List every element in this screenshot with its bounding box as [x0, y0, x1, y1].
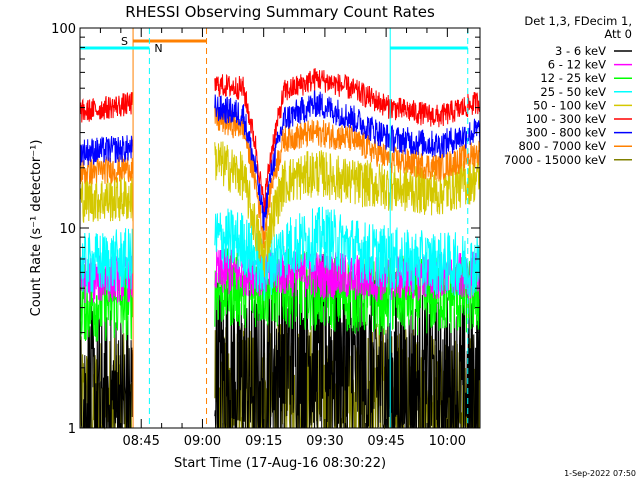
chart-title: RHESSI Observing Summary Count Rates — [125, 3, 435, 21]
y-tick-label: 10 — [59, 222, 76, 237]
y-tick-label: 1 — [68, 422, 76, 437]
annotation-label: S — [121, 35, 128, 48]
legend-header: Att 0 — [604, 27, 632, 41]
y-tick-label: 100 — [51, 22, 76, 37]
x-tick-label: 08:45 — [122, 434, 159, 449]
legend-item: 50 - 100 keV — [533, 98, 632, 112]
annotation-night-2 — [389, 28, 469, 428]
x-tick-label: 10:00 — [429, 434, 466, 449]
y-axis-label: Count Rate (s⁻¹ detector⁻¹) — [29, 140, 44, 317]
series-line — [79, 135, 134, 166]
legend-item: 7000 - 15000 keV — [504, 153, 632, 167]
x-tick-label: 09:30 — [306, 434, 343, 449]
legend-label: 12 - 25 keV — [540, 71, 606, 85]
plot-area: SN — [79, 28, 481, 430]
legend-item: 3 - 6 keV — [555, 44, 632, 58]
legend-label: 800 - 7000 keV — [518, 139, 606, 153]
legend-item: 800 - 7000 keV — [518, 139, 632, 153]
series-4 — [79, 141, 481, 278]
x-tick-label: 09:15 — [245, 434, 282, 449]
series-line — [79, 92, 134, 123]
axes: 1 10 100 08:45 09:00 09:15 09:30 09:45 10:00 — [51, 22, 480, 449]
legend-label: 300 - 800 keV — [526, 126, 606, 140]
legend-label: 25 - 50 keV — [540, 85, 606, 99]
x-tick-label: 09:45 — [367, 434, 404, 449]
legend-label: 3 - 6 keV — [555, 44, 606, 58]
series-3 — [79, 206, 481, 301]
legend-item: 6 - 12 keV — [548, 58, 632, 72]
x-tick-label: 09:00 — [184, 434, 221, 449]
series-line — [79, 175, 134, 223]
series-line — [214, 206, 481, 301]
series-6 — [79, 90, 481, 231]
legend-label: 100 - 300 keV — [526, 112, 606, 126]
x-axis-label: Start Time (17-Aug-16 08:30:22) — [174, 456, 386, 471]
legend-item: 300 - 800 keV — [526, 126, 632, 140]
series-line — [214, 105, 481, 249]
legend-item: 12 - 25 keV — [540, 71, 632, 85]
series-line — [214, 90, 481, 231]
series-line — [214, 68, 481, 213]
series-line — [79, 228, 134, 294]
legend-item: 25 - 50 keV — [540, 85, 632, 99]
series-line — [214, 141, 481, 278]
legend-label: 7000 - 15000 keV — [504, 153, 606, 167]
series-5 — [79, 68, 481, 213]
annotation-label: N — [154, 42, 162, 55]
legend-header: Det 1,3, FDecim 1, — [524, 14, 632, 28]
legend-item: 100 - 300 keV — [526, 112, 632, 126]
legend-label: 6 - 12 keV — [548, 58, 606, 72]
footer-timestamp: 1-Sep-2022 07:50 — [564, 469, 636, 478]
annotation-saa-0: S — [121, 28, 208, 428]
series-line — [214, 248, 481, 336]
legend-label: 50 - 100 keV — [533, 98, 606, 112]
